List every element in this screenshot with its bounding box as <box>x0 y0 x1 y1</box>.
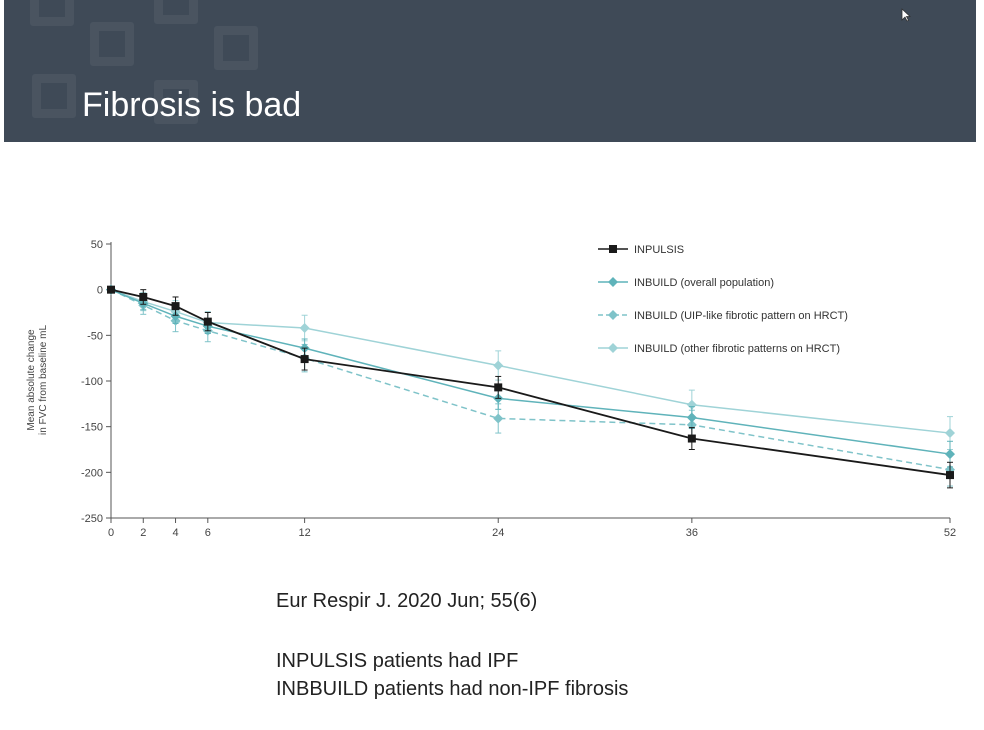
y-axis-label: Mean absolute change in FVC from baseline… <box>26 325 49 435</box>
x-tick-label: 0 <box>108 527 114 539</box>
fvc-line-chart: Mean absolute change in FVC from baseline… <box>26 239 956 539</box>
legend-label: INBUILD (UIP-like fibrotic pattern on HR… <box>634 310 848 322</box>
decorative-square <box>154 0 198 24</box>
series-line <box>110 288 951 455</box>
citation-text: Eur Respir J. 2020 Jun; 55(6) <box>276 590 538 612</box>
data-point <box>171 302 180 311</box>
x-tick-label: 4 <box>172 527 178 539</box>
legend-item: INBUILD (UIP-like fibrotic pattern on HR… <box>598 310 848 322</box>
chart-series <box>106 284 955 489</box>
data-point <box>170 311 181 322</box>
y-tick-label: -150 <box>81 422 103 434</box>
chart-legend: INPULSIS INBUILD (overall population) INBU… <box>598 244 848 355</box>
data-point <box>946 471 954 480</box>
legend-label: INPULSIS <box>634 244 684 256</box>
series-0 <box>107 285 954 489</box>
caption-inpulsis: INPULSIS patients had IPF <box>276 650 519 672</box>
y-tick-label: -50 <box>87 330 103 342</box>
series-line <box>110 288 951 476</box>
legend-marker <box>608 310 618 320</box>
x-tick-label: 6 <box>205 527 211 539</box>
data-point <box>107 285 115 294</box>
decorative-square <box>30 0 74 26</box>
y-tick-label: 0 <box>97 285 103 297</box>
y-axis-label-line: in FVC from baseline mL <box>38 325 49 435</box>
decorative-square <box>154 80 198 124</box>
legend-item: INBUILD (overall population) <box>598 277 774 289</box>
legend-label: INBUILD (other fibrotic patterns on HRCT… <box>634 343 840 355</box>
decorative-square <box>90 22 134 66</box>
caption-inbuild: INBBUILD patients had non-IPF fibrosis <box>276 678 629 700</box>
data-point <box>945 428 955 439</box>
data-point <box>945 449 955 460</box>
data-point <box>687 434 696 443</box>
x-tick-label: 12 <box>298 527 310 539</box>
data-point <box>300 355 309 364</box>
legend-item: INBUILD (other fibrotic patterns on HRCT… <box>598 343 840 355</box>
legend-marker <box>608 277 618 287</box>
legend-label: INBUILD (overall population) <box>634 277 774 289</box>
decorative-square <box>214 26 258 70</box>
legend-marker <box>608 343 618 353</box>
series-line <box>110 288 951 471</box>
x-tick-label: 2 <box>140 527 146 539</box>
data-point <box>493 360 504 371</box>
x-tick-label: 24 <box>492 527 504 539</box>
data-point <box>299 323 310 334</box>
data-point <box>203 317 212 326</box>
decorative-square <box>32 74 76 118</box>
series-line <box>110 288 951 434</box>
y-axis-label-group: Mean absolute change in FVC from baseline… <box>26 325 49 435</box>
data-point <box>686 412 697 423</box>
data-point <box>493 413 504 424</box>
data-point <box>686 399 697 410</box>
y-tick-label: 50 <box>91 239 103 251</box>
y-tick-label: -100 <box>81 376 103 388</box>
y-tick-label: -200 <box>81 467 103 479</box>
data-point <box>139 292 148 301</box>
x-tick-label: 36 <box>686 527 698 539</box>
mouse-cursor-icon <box>901 8 911 22</box>
slide-header: Fibrosis is bad <box>4 0 976 142</box>
y-axis-label-line: Mean absolute change <box>26 329 37 431</box>
y-tick-label: -250 <box>81 513 103 525</box>
slide-title: Fibrosis is bad <box>82 86 302 124</box>
x-tick-label: 52 <box>944 527 956 539</box>
legend-marker <box>609 245 617 253</box>
data-point <box>494 383 503 392</box>
legend-item: INPULSIS <box>598 244 684 256</box>
